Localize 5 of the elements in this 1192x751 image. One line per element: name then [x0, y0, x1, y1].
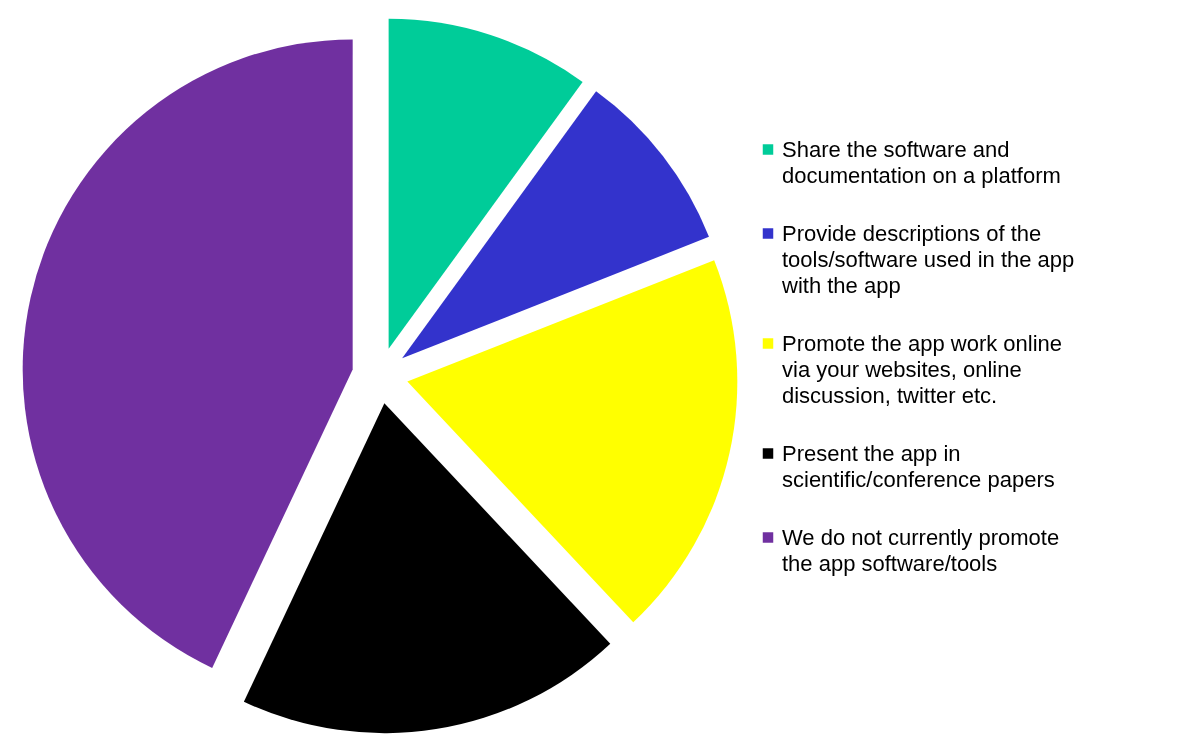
legend-label: Share the software and documentation on a platform — [782, 136, 1061, 188]
legend-label: Present the app in scientific/conference papers — [782, 440, 1055, 492]
legend-label: Provide descriptions of the tools/software used in the app with the app — [781, 220, 1075, 298]
legend-label: We do not currently promote the app software/tools — [782, 524, 1060, 576]
legend-label: Promote the app work online via your websites, online discussion, twitter etc. — [782, 330, 1063, 408]
